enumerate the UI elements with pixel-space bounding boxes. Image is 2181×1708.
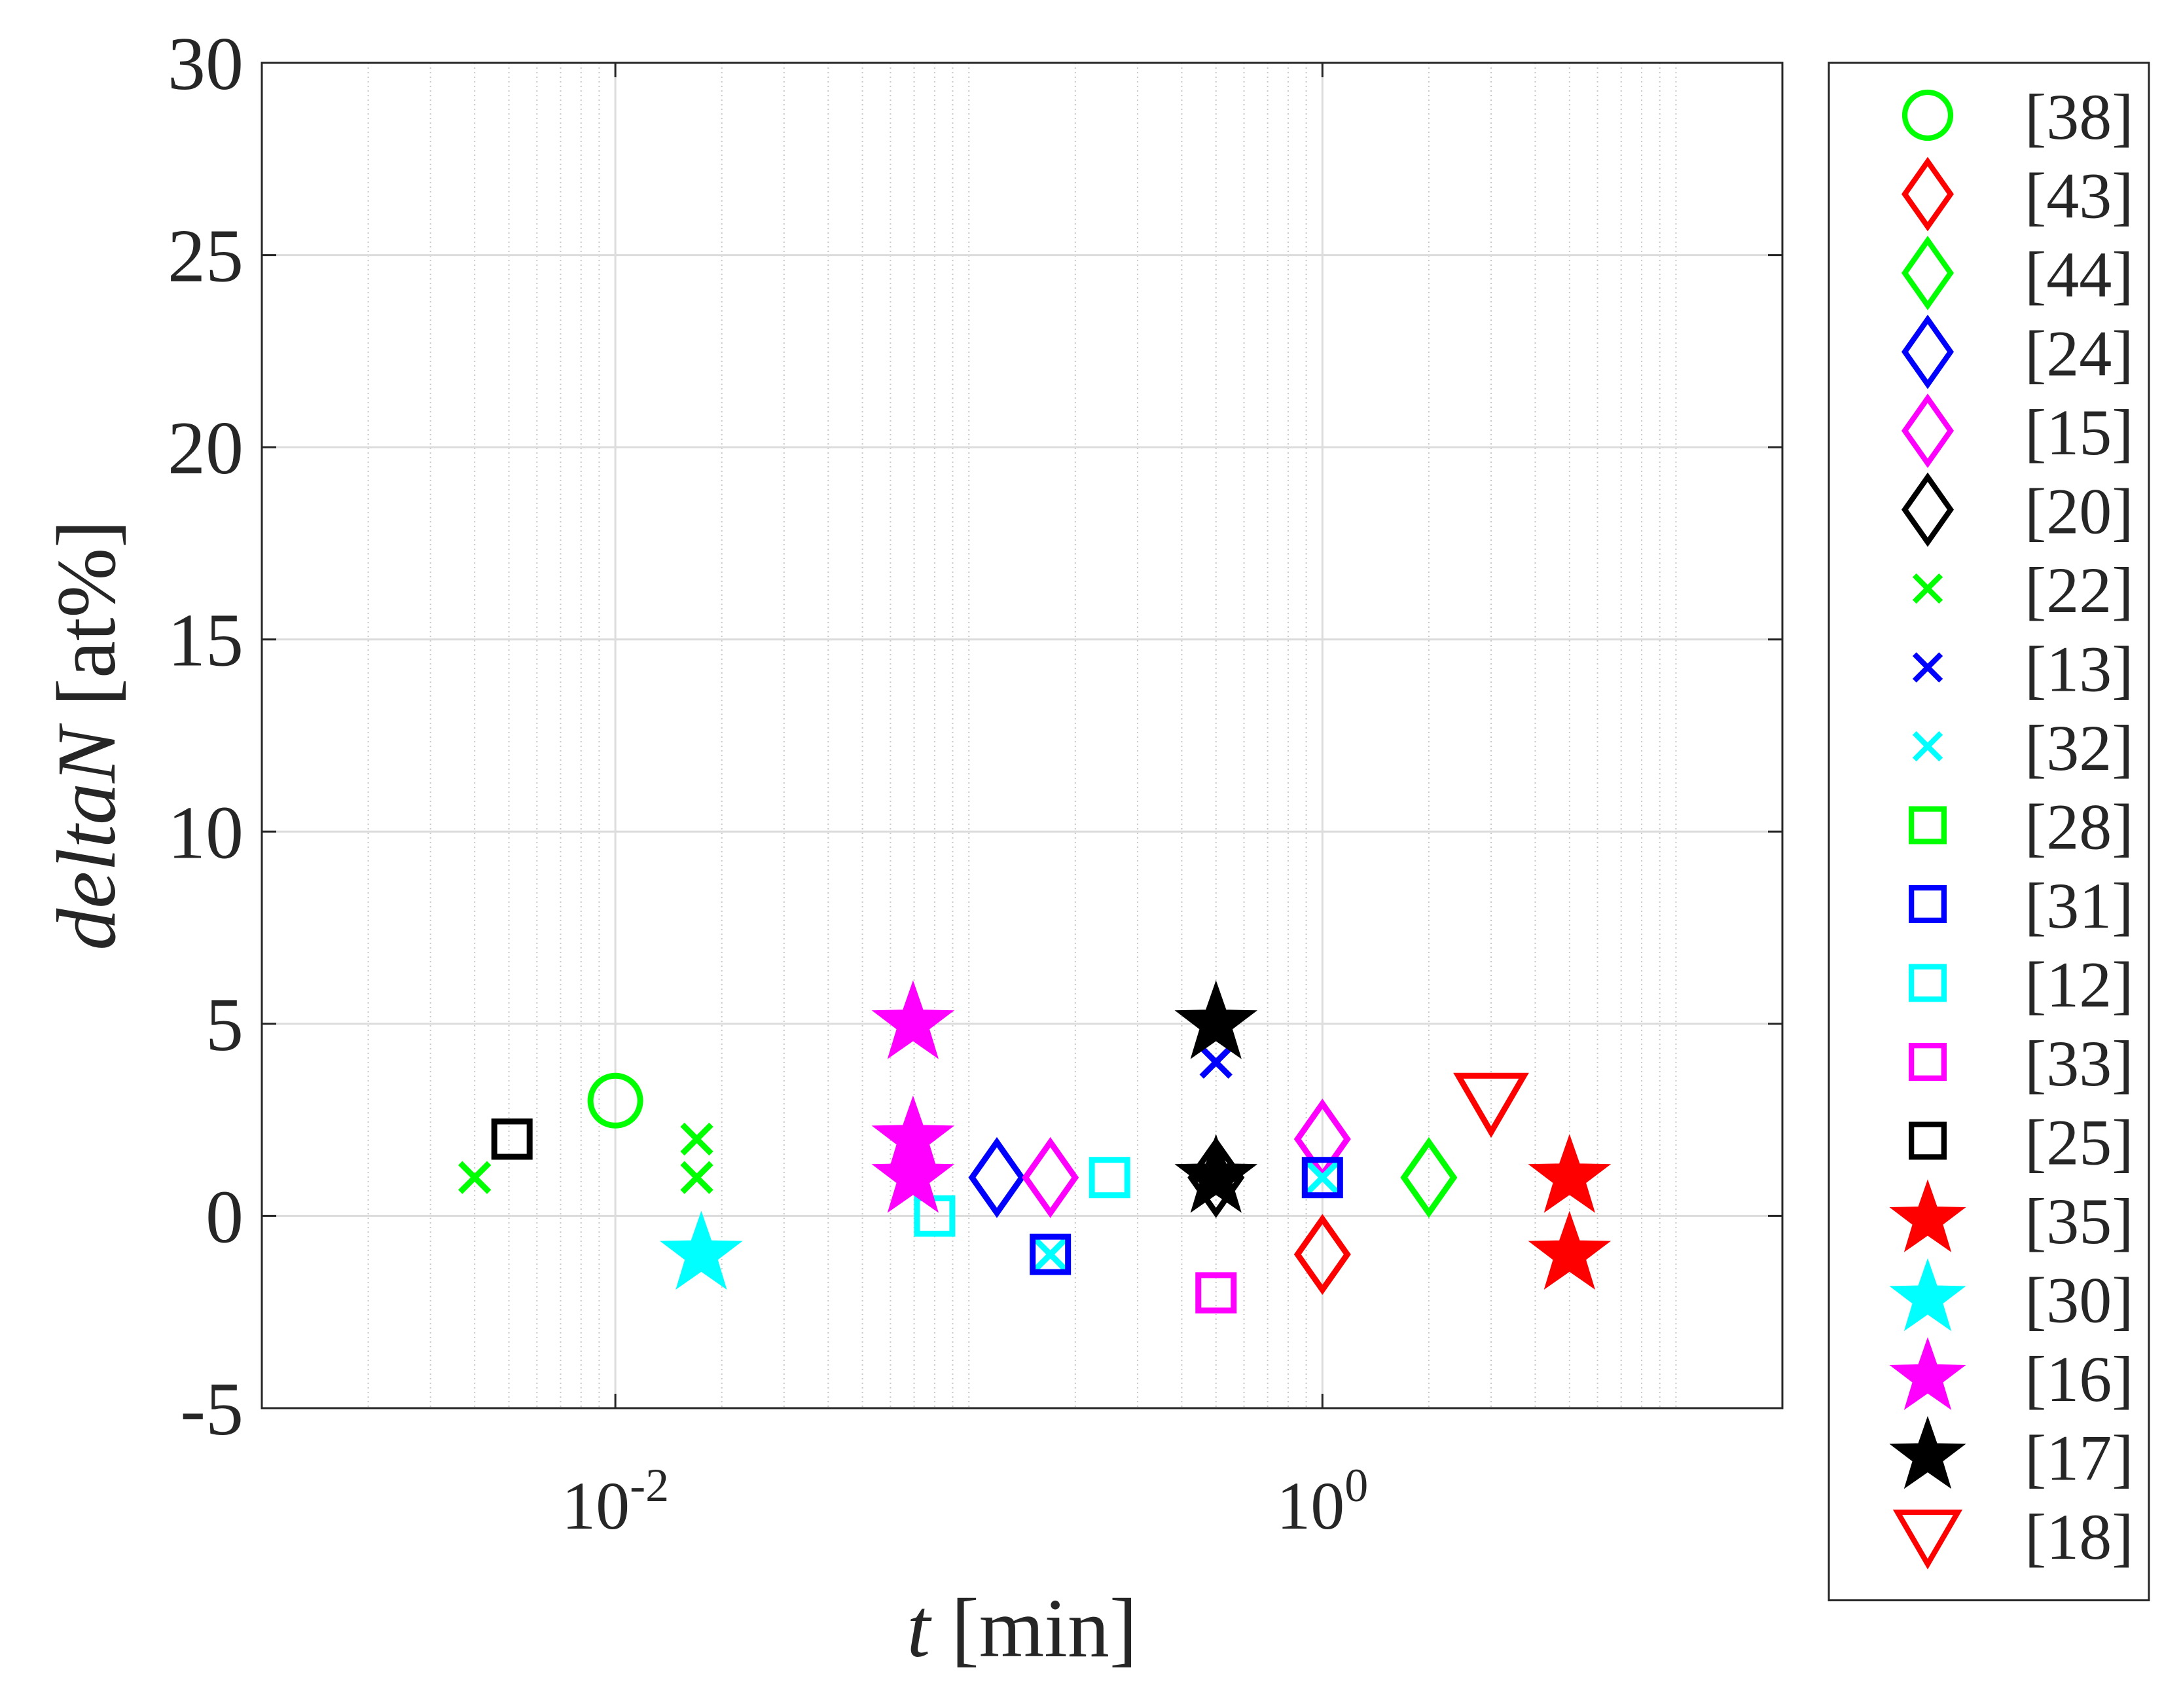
y-tick-label: 25	[168, 215, 243, 299]
data-point	[680, 1122, 713, 1156]
data-point	[1306, 1161, 1339, 1194]
data-point	[680, 1161, 713, 1194]
data-point	[871, 980, 955, 1059]
data-point	[968, 1136, 1026, 1218]
x-tick-label: 100	[1276, 1459, 1368, 1544]
data-point	[1174, 1134, 1258, 1213]
data-point	[1195, 1272, 1237, 1314]
legend-label: [12]	[2025, 949, 2134, 1021]
data-point	[914, 1195, 956, 1237]
axes-box	[261, 62, 1784, 1409]
data-point	[587, 1072, 643, 1129]
y-tick-label: 20	[168, 407, 243, 490]
data-point	[871, 1134, 955, 1213]
legend-label: [15]	[2025, 396, 2134, 469]
legend-marker	[1909, 885, 1947, 923]
legend-marker	[1901, 156, 1955, 232]
data-point	[1400, 1136, 1458, 1218]
legend-label: [31]	[2025, 869, 2134, 942]
legend-marker	[1889, 1415, 1966, 1489]
legend-label: [13]	[2025, 633, 2134, 706]
legend-label: [17]	[2025, 1422, 2134, 1495]
legend-label: [18]	[2025, 1500, 2134, 1573]
legend-label: [25]	[2025, 1106, 2134, 1179]
legend-label: [28]	[2025, 791, 2134, 863]
data-point	[1030, 1233, 1072, 1275]
legend-label: [33]	[2025, 1027, 2134, 1100]
y-tick-label: -5	[180, 1368, 243, 1451]
data-point	[491, 1118, 533, 1160]
legend-label: [30]	[2025, 1264, 2134, 1337]
data-point	[1199, 1045, 1233, 1079]
data-point	[1528, 1210, 1612, 1290]
legend-box	[1828, 62, 2150, 1601]
data-point	[1528, 1134, 1612, 1213]
y-axis-label: deltaN [at%]	[40, 520, 133, 951]
legend-label: [44]	[2025, 238, 2134, 311]
y-tick-label: 0	[206, 1175, 243, 1259]
legend-marker	[1892, 1509, 1963, 1570]
legend-marker	[1901, 472, 1955, 547]
x-axis-label: t [min]	[907, 1582, 1138, 1675]
legend-label: [20]	[2025, 475, 2134, 548]
legend-marker	[1901, 393, 1955, 468]
data-point	[1174, 980, 1258, 1059]
y-tick-label: 15	[168, 599, 243, 683]
data-point	[458, 1161, 492, 1194]
legend-label: [24]	[2025, 318, 2134, 390]
x-tick-label: 10-2	[562, 1459, 669, 1544]
legend-label: [43]	[2025, 160, 2134, 232]
data-point	[1034, 1237, 1067, 1271]
legend-marker	[1912, 652, 1943, 683]
legend-marker	[1901, 314, 1955, 390]
legend-label: [38]	[2025, 81, 2134, 153]
legend-label: [35]	[2025, 1185, 2134, 1258]
legend-marker	[1909, 806, 1947, 845]
legend-marker	[1889, 1258, 1966, 1332]
legend-marker	[1889, 1337, 1966, 1410]
data-point	[660, 1210, 743, 1290]
data-point	[1301, 1157, 1343, 1199]
data-point	[1089, 1157, 1130, 1199]
data-point	[1293, 1214, 1351, 1295]
legend-marker	[1912, 731, 1943, 762]
y-tick-label: 10	[168, 791, 243, 875]
legend-marker	[1901, 236, 1955, 310]
y-tick-label: 5	[206, 983, 243, 1067]
legend-marker	[1889, 1179, 1966, 1252]
legend-label: [22]	[2025, 554, 2134, 627]
legend-marker	[1909, 1121, 1947, 1160]
legend-label: [16]	[2025, 1343, 2134, 1415]
data-point	[1453, 1072, 1529, 1138]
legend-marker	[1909, 1043, 1947, 1081]
legend-marker	[1909, 964, 1947, 1002]
data-point	[1022, 1136, 1079, 1218]
legend-marker	[1912, 573, 1943, 604]
legend-label: [32]	[2025, 712, 2134, 784]
legend-marker	[1902, 89, 1954, 141]
y-tick-label: 30	[168, 22, 243, 106]
